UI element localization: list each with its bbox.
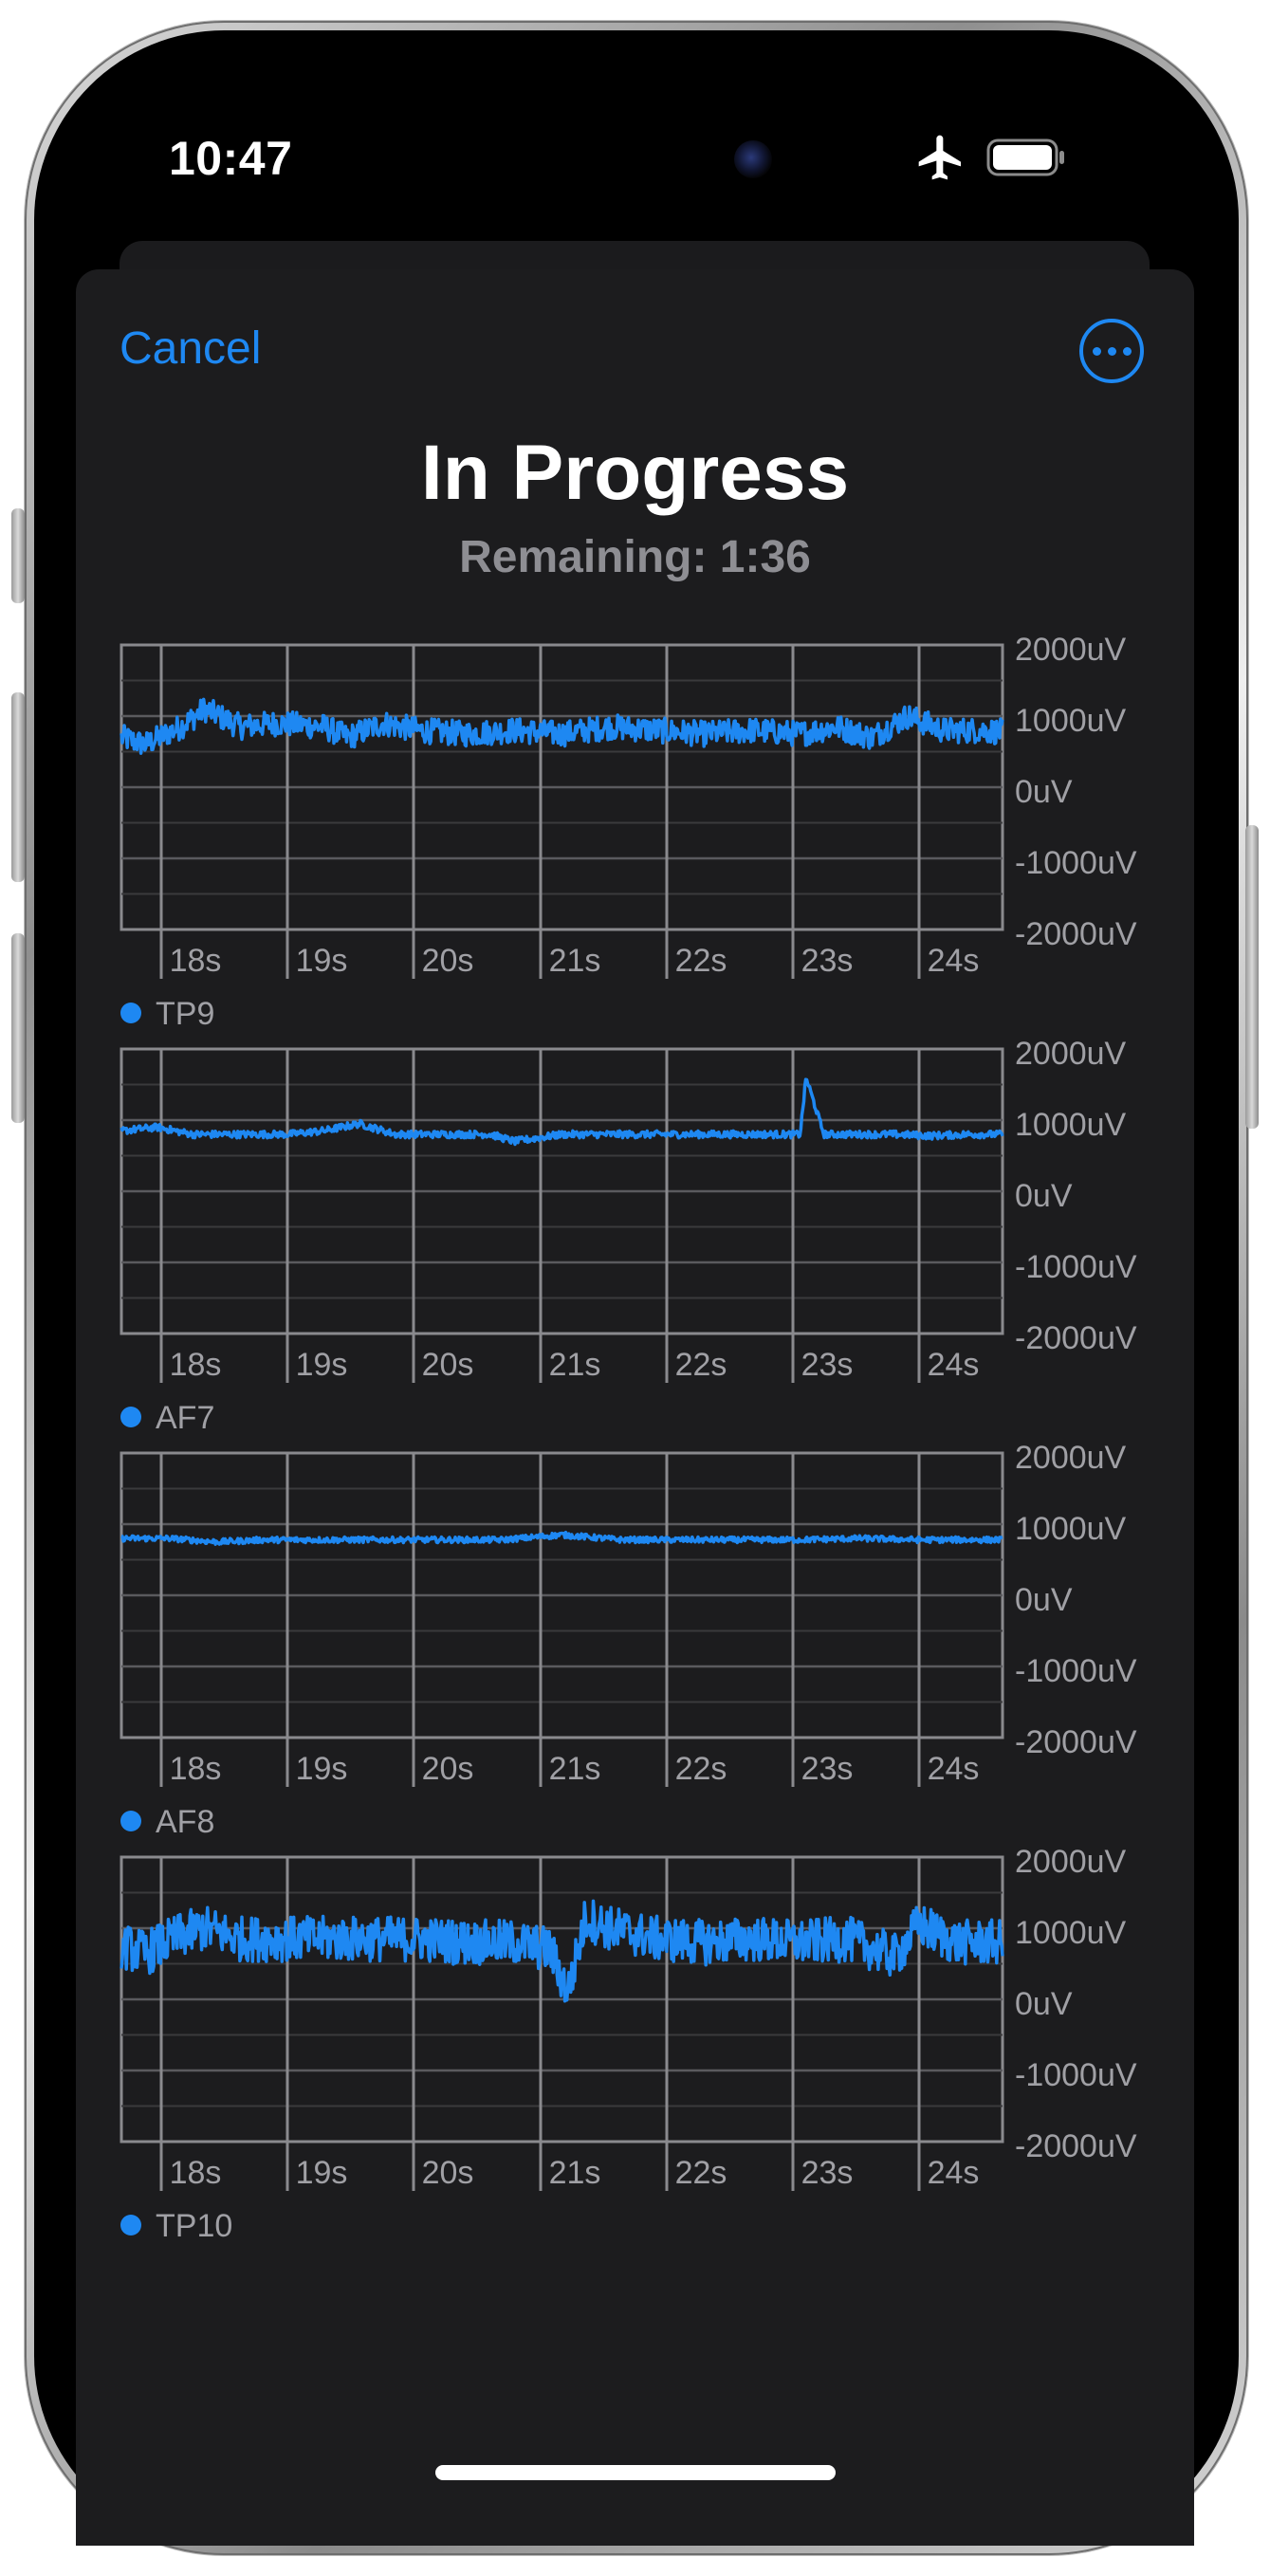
- x-tick-label: 22s: [675, 2155, 727, 2191]
- battery-icon: [986, 138, 1064, 176]
- y-tick-label: 2000uV: [1015, 1036, 1127, 1072]
- x-tick-label: 24s: [928, 943, 980, 979]
- signal-line: [120, 1530, 1003, 1546]
- y-tick-label: 0uV: [1015, 1582, 1073, 1618]
- signal-line: [120, 1899, 1004, 2003]
- x-tick-label: 18s: [170, 1751, 222, 1787]
- y-tick-label: 2000uV: [1015, 1440, 1127, 1476]
- x-tick-label: 21s: [549, 1347, 601, 1383]
- y-tick-label: 0uV: [1015, 1986, 1073, 2022]
- legend-dot: [120, 2215, 141, 2236]
- y-tick-label: 1000uV: [1015, 1915, 1127, 1951]
- y-tick-label: -1000uV: [1015, 1653, 1137, 1689]
- y-tick-label: -2000uV: [1015, 2128, 1137, 2164]
- x-tick-label: 18s: [170, 943, 222, 979]
- page-title: In Progress: [420, 430, 850, 516]
- x-tick-label: 21s: [549, 1751, 601, 1787]
- legend-label: TP10: [156, 2208, 232, 2244]
- x-tick-label: 19s: [296, 2155, 348, 2191]
- signal-line: [120, 1077, 1004, 1147]
- x-tick-label: 22s: [675, 1751, 727, 1787]
- x-tick-label: 24s: [928, 1751, 980, 1787]
- x-tick-label: 20s: [422, 1751, 474, 1787]
- x-tick-label: 23s: [801, 943, 854, 979]
- y-tick-label: -2000uV: [1015, 1724, 1137, 1760]
- camera-lens: [734, 140, 772, 178]
- x-tick-label: 23s: [801, 2155, 854, 2191]
- volume-up-button: [11, 692, 25, 882]
- x-tick-label: 18s: [170, 2155, 222, 2191]
- x-tick-label: 20s: [422, 943, 474, 979]
- legend-label: AF8: [156, 1804, 214, 1840]
- y-tick-label: 0uV: [1015, 1178, 1073, 1214]
- action-button: [11, 508, 25, 603]
- x-tick-label: 22s: [675, 943, 727, 979]
- airplane-icon: [918, 135, 961, 180]
- legend-dot: [120, 1003, 141, 1023]
- home-indicator[interactable]: [435, 2465, 836, 2480]
- legend-label: AF7: [156, 1400, 214, 1436]
- x-tick-label: 19s: [296, 1751, 348, 1787]
- cancel-button[interactable]: Cancel: [120, 323, 262, 374]
- x-tick-label: 21s: [549, 2155, 601, 2191]
- legend-dot: [120, 1407, 141, 1427]
- remaining-time: Remaining: 1:36: [459, 532, 811, 582]
- more-dot: [1092, 346, 1101, 356]
- y-tick-label: -1000uV: [1015, 1249, 1137, 1285]
- status-time: 10:47: [169, 132, 293, 185]
- x-tick-label: 23s: [801, 1347, 854, 1383]
- y-tick-label: 2000uV: [1015, 632, 1127, 668]
- y-tick-label: 0uV: [1015, 774, 1073, 810]
- y-tick-label: 1000uV: [1015, 1511, 1127, 1547]
- x-tick-label: 18s: [170, 1347, 222, 1383]
- x-tick-label: 19s: [296, 1347, 348, 1383]
- x-tick-label: 22s: [675, 1347, 727, 1383]
- x-tick-label: 20s: [422, 1347, 474, 1383]
- x-tick-label: 20s: [422, 2155, 474, 2191]
- y-tick-label: -2000uV: [1015, 1320, 1137, 1356]
- session-sheet: [76, 269, 1194, 2546]
- legend-dot: [120, 1811, 141, 1831]
- y-tick-label: -1000uV: [1015, 2057, 1137, 2093]
- more-dot: [1122, 346, 1132, 356]
- volume-down-button: [11, 933, 25, 1123]
- x-tick-label: 21s: [549, 943, 601, 979]
- x-tick-label: 24s: [928, 2155, 980, 2191]
- y-tick-label: 1000uV: [1015, 1107, 1127, 1143]
- x-tick-label: 23s: [801, 1751, 854, 1787]
- side-button: [1245, 825, 1259, 1129]
- ellipsis-circle-icon[interactable]: [1079, 319, 1144, 383]
- y-tick-label: 1000uV: [1015, 703, 1127, 739]
- y-tick-label: -2000uV: [1015, 916, 1137, 952]
- y-tick-label: 2000uV: [1015, 1844, 1127, 1880]
- y-tick-label: -1000uV: [1015, 845, 1137, 881]
- signal-line: [120, 697, 1004, 755]
- x-tick-label: 19s: [296, 943, 348, 979]
- legend-label: TP9: [156, 996, 214, 1032]
- more-dot: [1107, 346, 1116, 356]
- x-tick-label: 24s: [928, 1347, 980, 1383]
